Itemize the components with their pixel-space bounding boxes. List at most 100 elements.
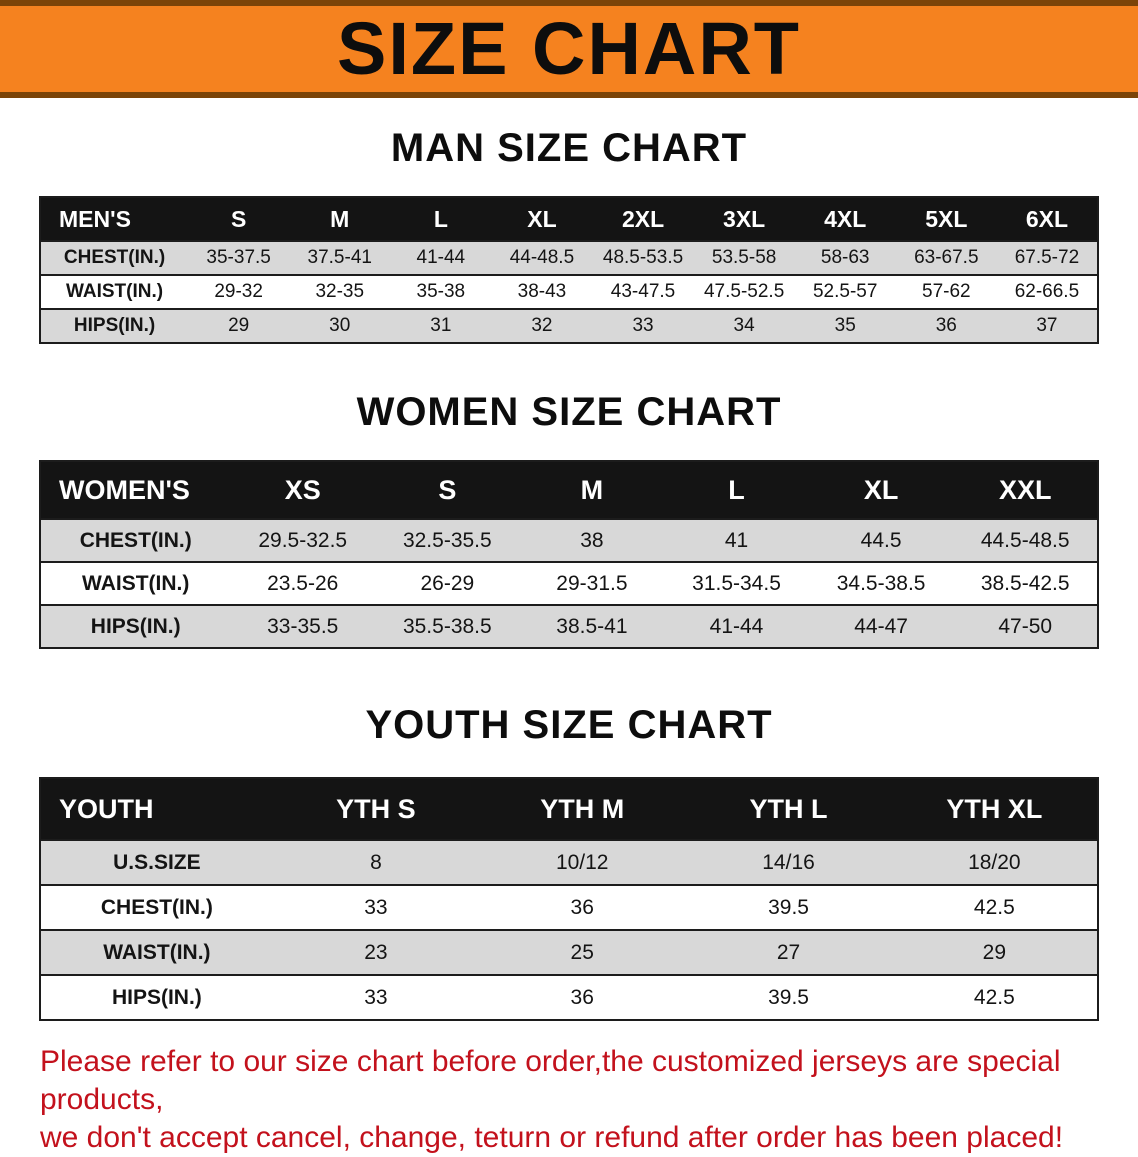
row-label: HIPS(IN.) (40, 604, 231, 648)
row-label: WAIST(IN.) (40, 274, 189, 309)
size-value: 39.5 (685, 884, 892, 930)
size-value: 62-66.5 (996, 274, 1098, 309)
size-column-header: XXL (953, 461, 1098, 519)
size-value: 44-48.5 (491, 240, 593, 275)
size-value: 42.5 (891, 974, 1098, 1020)
size-value: 35.5-38.5 (375, 604, 520, 648)
size-value: 34.5-38.5 (808, 561, 954, 605)
size-value: 31 (390, 308, 492, 343)
size-column-header: L (390, 197, 492, 241)
size-column-header: S (375, 461, 520, 519)
size-column-header: 6XL (996, 197, 1098, 241)
size-column-header: 3XL (693, 197, 795, 241)
size-column-header: L (664, 461, 809, 519)
banner-title: SIZE CHART (337, 7, 801, 90)
size-column-header: M (289, 197, 391, 241)
size-value: 29.5-32.5 (230, 518, 376, 562)
row-label: CHEST(IN.) (40, 518, 231, 562)
size-value: 37.5-41 (289, 240, 391, 275)
size-value: 67.5-72 (996, 240, 1098, 275)
table-row: U.S.SIZE 8 10/12 14/16 18/20 (40, 839, 1098, 885)
size-value: 41-44 (390, 240, 492, 275)
size-column-header: M (519, 461, 665, 519)
table-corner-label: MEN'S (40, 197, 189, 241)
size-value: 29 (188, 308, 290, 343)
size-column-header: YTH S (272, 778, 480, 840)
size-value: 33-35.5 (230, 604, 376, 648)
table-header-row: YOUTH YTH S YTH M YTH L YTH XL (40, 778, 1098, 840)
size-value: 33 (592, 308, 694, 343)
size-value: 32.5-35.5 (375, 518, 520, 562)
youth-size-table: YOUTH YTH S YTH M YTH L YTH XL U.S.SIZE 8 10/12… (39, 777, 1099, 1021)
row-label: CHEST(IN.) (40, 884, 273, 930)
size-value: 32-35 (289, 274, 391, 309)
size-value: 36 (895, 308, 997, 343)
table-corner-label: YOUTH (40, 778, 273, 840)
size-value: 8 (272, 839, 480, 885)
men-size-table: MEN'S S M L XL 2XL 3XL 4XL 5XL 6XL CHEST(IN.) 35-37… (39, 196, 1099, 344)
size-value: 57-62 (895, 274, 997, 309)
size-value: 33 (272, 974, 480, 1020)
table-row: CHEST(IN.) 33 36 39.5 42.5 (40, 884, 1098, 930)
size-value: 44-47 (808, 604, 954, 648)
size-value: 35 (794, 308, 896, 343)
table-header-row: WOMEN'S XS S M L XL XXL (40, 461, 1098, 519)
table-row: HIPS(IN.) 33 36 39.5 42.5 (40, 974, 1098, 1020)
order-policy-note: Please refer to our size chart before or… (0, 1043, 1138, 1157)
row-label: HIPS(IN.) (40, 308, 189, 343)
size-value: 35-37.5 (188, 240, 290, 275)
row-label: HIPS(IN.) (40, 974, 273, 1020)
size-value: 29-32 (188, 274, 290, 309)
size-value: 63-67.5 (895, 240, 997, 275)
table-row: HIPS(IN.) 33-35.5 35.5-38.5 38.5-41 41-44 44-… (40, 604, 1098, 648)
size-value: 23.5-26 (230, 561, 376, 605)
size-value: 25 (479, 929, 686, 975)
table-row: WAIST(IN.) 29-32 32-35 35-38 38-43 43-47.5 47.… (40, 274, 1098, 309)
row-label: WAIST(IN.) (40, 561, 231, 605)
row-label: CHEST(IN.) (40, 240, 189, 275)
women-size-table: WOMEN'S XS S M L XL XXL CHEST(IN.) 29.5-32.5 32.5… (39, 460, 1099, 649)
row-label: WAIST(IN.) (40, 929, 273, 975)
table-corner-label: WOMEN'S (40, 461, 231, 519)
table-row: HIPS(IN.) 29 30 31 32 33 34 35 36 37 (40, 308, 1098, 343)
row-label: U.S.SIZE (40, 839, 273, 885)
size-value: 43-47.5 (592, 274, 694, 309)
size-value: 37 (996, 308, 1098, 343)
size-value: 29 (891, 929, 1098, 975)
size-value: 48.5-53.5 (592, 240, 694, 275)
size-value: 33 (272, 884, 480, 930)
size-value: 47-50 (953, 604, 1098, 648)
size-value: 10/12 (479, 839, 686, 885)
table-row: WAIST(IN.) 23.5-26 26-29 29-31.5 31.5-34.5 34… (40, 561, 1098, 605)
size-column-header: XL (808, 461, 954, 519)
size-value: 44.5-48.5 (953, 518, 1098, 562)
size-value: 38.5-41 (519, 604, 665, 648)
size-value: 44.5 (808, 518, 954, 562)
size-value: 38 (519, 518, 665, 562)
size-value: 36 (479, 974, 686, 1020)
order-policy-note-line2: we don't accept cancel, change, teturn o… (40, 1121, 1064, 1154)
size-value: 41-44 (664, 604, 809, 648)
man-size-chart-heading: MAN SIZE CHART (390, 126, 748, 170)
size-column-header: 2XL (592, 197, 694, 241)
size-value: 31.5-34.5 (664, 561, 809, 605)
size-column-header: 5XL (895, 197, 997, 241)
size-value: 38-43 (491, 274, 593, 309)
size-column-header: S (188, 197, 290, 241)
table-row: CHEST(IN.) 29.5-32.5 32.5-35.5 38 41 44.5 44.5… (40, 518, 1098, 562)
size-chart-banner: SIZE CHART (0, 0, 1138, 98)
table-header-row: MEN'S S M L XL 2XL 3XL 4XL 5XL 6XL (40, 197, 1098, 241)
order-policy-note-line1: Please refer to our size chart before or… (40, 1045, 1061, 1116)
size-value: 36 (479, 884, 686, 930)
size-column-header: XL (491, 197, 593, 241)
youth-size-chart-heading: YOUTH SIZE CHART (365, 703, 773, 747)
size-value: 42.5 (891, 884, 1098, 930)
women-size-chart-heading: WOMEN SIZE CHART (356, 390, 782, 434)
size-value: 32 (491, 308, 593, 343)
size-value: 47.5-52.5 (693, 274, 795, 309)
size-value: 23 (272, 929, 480, 975)
size-column-header: YTH XL (891, 778, 1098, 840)
table-row: WAIST(IN.) 23 25 27 29 (40, 929, 1098, 975)
size-value: 18/20 (891, 839, 1098, 885)
size-value: 58-63 (794, 240, 896, 275)
